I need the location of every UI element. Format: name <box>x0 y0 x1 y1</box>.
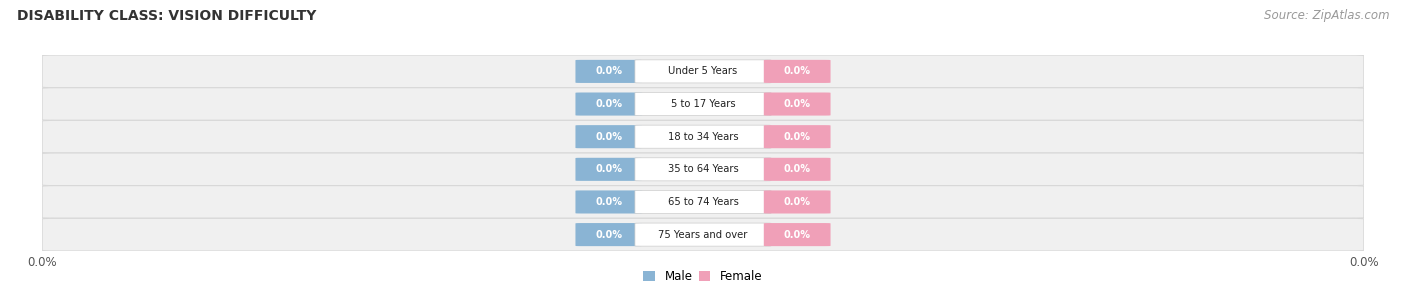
FancyBboxPatch shape <box>636 92 770 116</box>
Text: 18 to 34 Years: 18 to 34 Years <box>668 132 738 142</box>
FancyBboxPatch shape <box>763 190 831 214</box>
Text: DISABILITY CLASS: VISION DIFFICULTY: DISABILITY CLASS: VISION DIFFICULTY <box>17 9 316 23</box>
FancyBboxPatch shape <box>763 125 831 148</box>
Text: 0.0%: 0.0% <box>783 230 811 240</box>
Text: 5 to 17 Years: 5 to 17 Years <box>671 99 735 109</box>
Text: 0.0%: 0.0% <box>783 99 811 109</box>
Text: 0.0%: 0.0% <box>595 99 623 109</box>
FancyBboxPatch shape <box>575 92 643 116</box>
FancyBboxPatch shape <box>42 88 1364 120</box>
Text: 0.0%: 0.0% <box>783 164 811 174</box>
Text: 35 to 64 Years: 35 to 64 Years <box>668 164 738 174</box>
FancyBboxPatch shape <box>575 223 643 246</box>
Text: 0.0%: 0.0% <box>595 197 623 207</box>
FancyBboxPatch shape <box>42 186 1364 218</box>
FancyBboxPatch shape <box>575 60 643 83</box>
Text: 0.0%: 0.0% <box>595 164 623 174</box>
Text: 0.0%: 0.0% <box>595 132 623 142</box>
FancyBboxPatch shape <box>636 60 770 83</box>
FancyBboxPatch shape <box>42 55 1364 88</box>
Text: 0.0%: 0.0% <box>783 132 811 142</box>
FancyBboxPatch shape <box>575 125 643 148</box>
FancyBboxPatch shape <box>42 120 1364 153</box>
FancyBboxPatch shape <box>42 153 1364 186</box>
FancyBboxPatch shape <box>763 158 831 181</box>
Legend: Male, Female: Male, Female <box>638 266 768 288</box>
Text: 0.0%: 0.0% <box>595 230 623 240</box>
Text: 75 Years and over: 75 Years and over <box>658 230 748 240</box>
Text: 0.0%: 0.0% <box>595 66 623 76</box>
FancyBboxPatch shape <box>763 60 831 83</box>
FancyBboxPatch shape <box>636 158 770 181</box>
FancyBboxPatch shape <box>763 223 831 246</box>
FancyBboxPatch shape <box>636 190 770 214</box>
FancyBboxPatch shape <box>575 190 643 214</box>
FancyBboxPatch shape <box>763 92 831 116</box>
Text: 0.0%: 0.0% <box>783 197 811 207</box>
Text: 65 to 74 Years: 65 to 74 Years <box>668 197 738 207</box>
Text: Source: ZipAtlas.com: Source: ZipAtlas.com <box>1264 9 1389 22</box>
Text: Under 5 Years: Under 5 Years <box>668 66 738 76</box>
FancyBboxPatch shape <box>42 218 1364 251</box>
FancyBboxPatch shape <box>575 158 643 181</box>
Text: 0.0%: 0.0% <box>783 66 811 76</box>
FancyBboxPatch shape <box>636 125 770 148</box>
FancyBboxPatch shape <box>636 223 770 246</box>
